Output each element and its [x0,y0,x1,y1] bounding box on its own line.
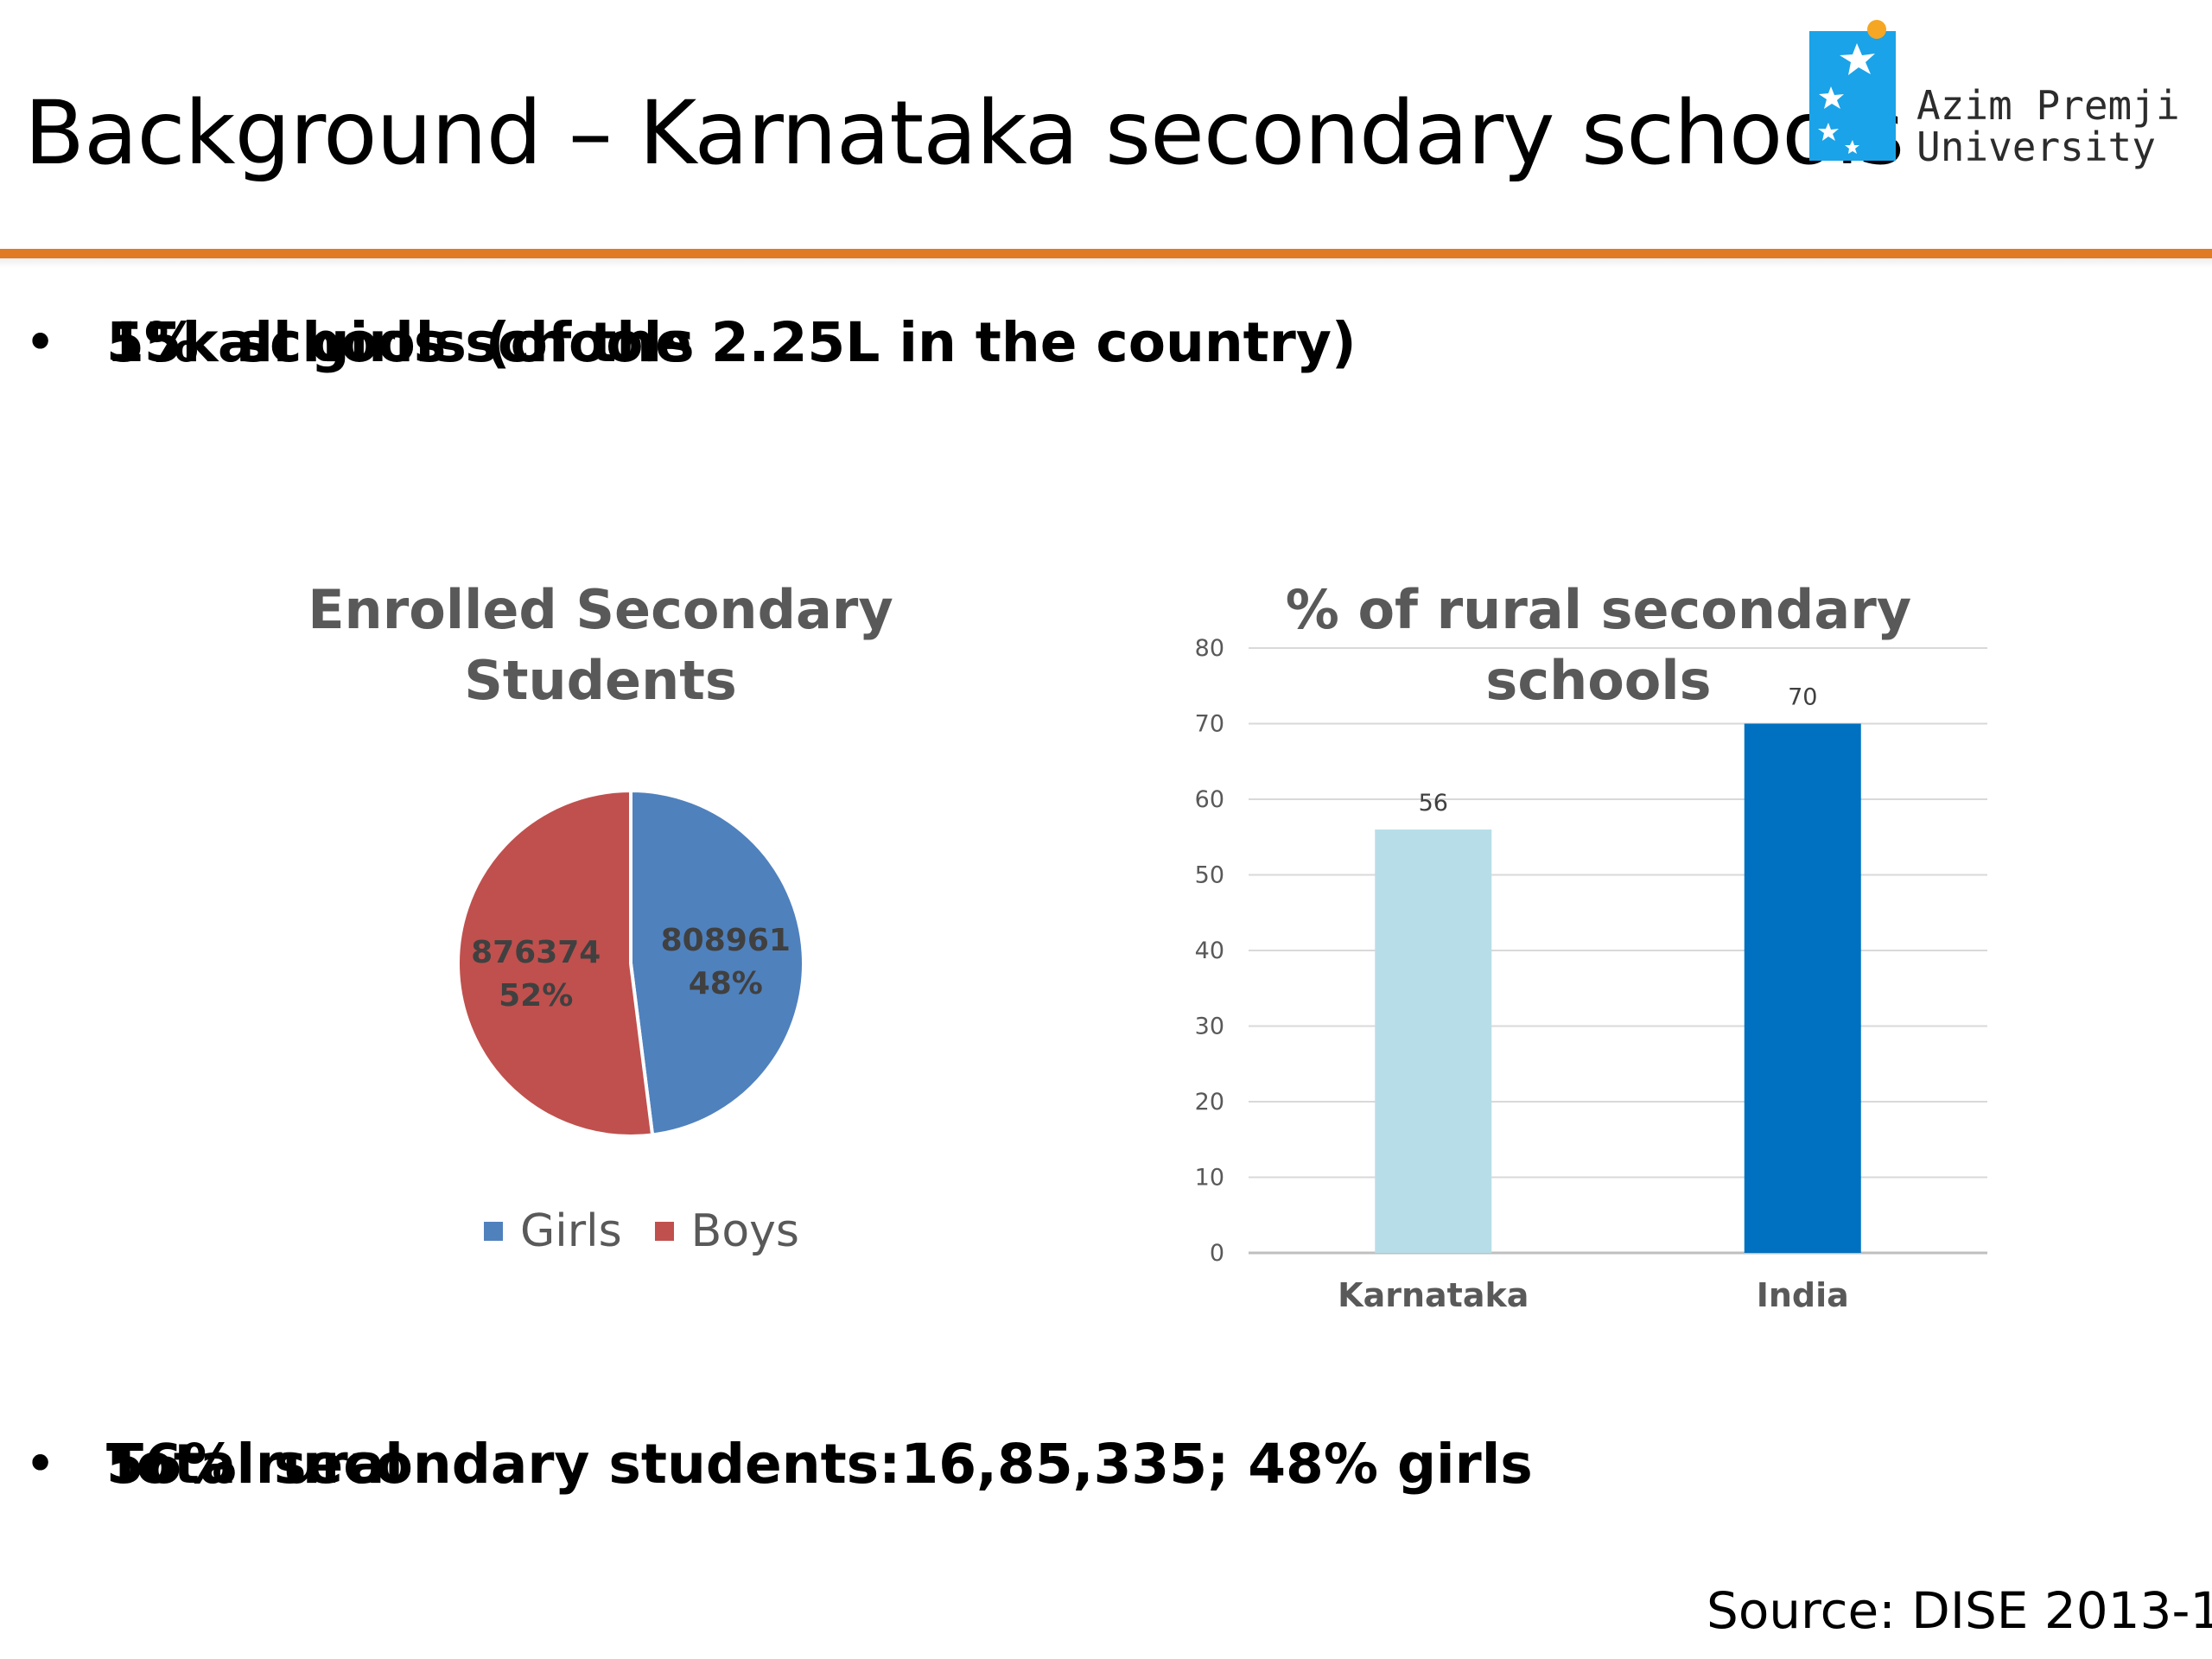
logo-line-1: Azim Premji [1916,82,2180,129]
pie-value-label: 876374 [471,935,601,970]
bar-data-label: 70 [1788,684,1817,711]
x-category-label: India [1757,1276,1849,1314]
pie-percent-label: 48% [689,966,763,1001]
legend-swatch-boys [654,1222,674,1241]
logo-line-2: University [1916,124,2156,170]
pie-value-label: 808961 [661,923,791,958]
bar-chart-title: % of rural secondary schools [1285,578,1912,712]
y-tick-label: 40 [1195,938,1224,964]
pie-chart: 808961 48% 876374 52% [456,788,805,1138]
pie-slice-girls [629,788,805,1137]
y-tick-label: 50 [1195,862,1224,889]
legend-label-girls: Girls [520,1205,622,1257]
y-tick-label: 0 [1210,1240,1224,1267]
legend-swatch-girls [484,1222,503,1241]
bullet-text: 56% rural [106,1433,404,1496]
logo-wordmark: Azim Premji University [1916,85,2180,168]
pie-legend: Girls Boys [484,1205,832,1257]
flower-star-logo-icon [1809,20,1896,161]
source-citation: Source: DISE 2013-14 [1707,1581,2212,1640]
bullet-text: Total secondary students:16,85,335; 48% … [106,1433,1533,1496]
bullet-text: 15k schools (of the 2.25L in the country… [106,311,1357,374]
university-logo: Azim Premji University [1809,19,2180,168]
legend-label-boys: Boys [690,1205,800,1257]
y-tick-label: 70 [1195,711,1224,738]
header-rule-shadow [0,256,2212,268]
bar-india [1744,723,1861,1253]
bar-chart: 0 10 20 30 40 50 60 70 80 56 Karnataka 70 India [1195,635,1987,1314]
bar-data-label: 56 [1419,790,1448,817]
bar-karnataka [1375,830,1492,1253]
bullet-marker: • [24,311,57,374]
bullet-marker: • [24,1433,57,1496]
header-rule [0,249,2212,258]
y-tick-label: 20 [1195,1089,1224,1116]
bullet-marker: • [24,1433,57,1496]
pie-chart-title: Enrolled Secondary Students [308,578,893,712]
bullet-marker: • [24,311,57,374]
y-tick-label: 80 [1195,635,1224,662]
pie-slice-boys [456,788,655,1138]
pie-percent-label: 52% [499,978,573,1014]
legend-item-girls: Girls [484,1205,622,1257]
y-tick-label: 30 [1195,1014,1224,1040]
bullet-text: 5% all girls schools [106,311,695,374]
legend-item-boys: Boys [654,1205,800,1257]
slide-title: Background – Karnataka secondary schools [24,82,1904,185]
y-tick-label: 10 [1195,1165,1224,1192]
x-category-label: Karnataka [1338,1276,1529,1314]
y-tick-label: 60 [1195,786,1224,813]
